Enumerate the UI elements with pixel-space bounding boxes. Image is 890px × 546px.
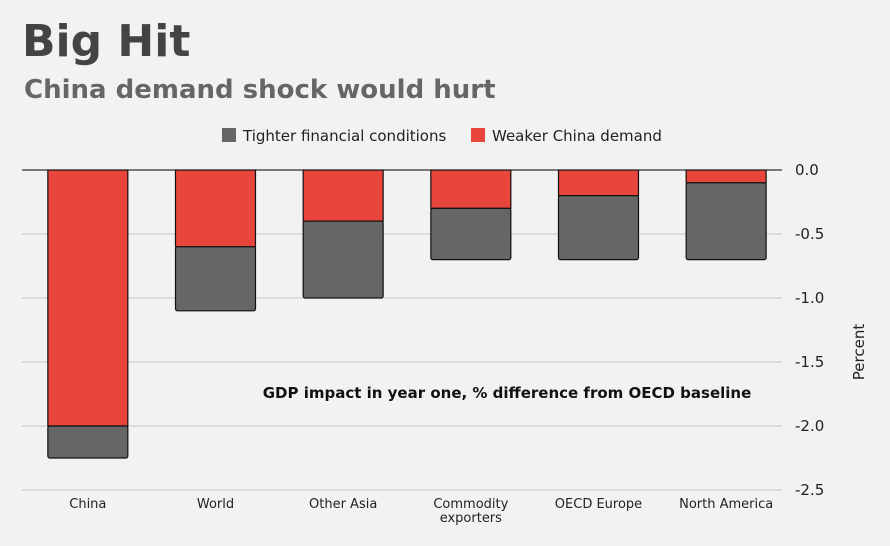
bar-tighter-financial-conditions [685,182,767,261]
x-tick-label: Commodity exporters [433,497,508,526]
legend-swatch [222,128,236,142]
x-tick-label: North America [679,497,773,512]
x-tick-label: China [69,497,106,512]
bar-tighter-financial-conditions [174,246,257,312]
bar-weaker-china-demand [430,169,512,210]
y-axis-label: Percent [850,324,868,381]
chart-annotation: GDP impact in year one, % difference fro… [263,384,752,402]
y-tick-label: -1.0 [795,289,824,307]
legend-label: Tighter financial conditions [242,127,446,145]
bar-weaker-china-demand [557,169,640,197]
y-tick-label: -2.5 [795,481,824,499]
bar-weaker-china-demand [47,169,129,427]
bar-weaker-china-demand [174,169,257,248]
y-tick-label: -2.0 [795,417,824,435]
legend-label: Weaker China demand [492,127,662,145]
bar-tighter-financial-conditions [302,220,384,299]
bar-tighter-financial-conditions [430,207,512,261]
bar-tighter-financial-conditions [557,195,640,261]
x-tick-label: World [197,497,234,512]
y-tick-label: 0.0 [795,161,819,179]
y-tick-label: -0.5 [795,225,824,243]
bar-weaker-china-demand [302,169,384,222]
legend-swatch [471,128,485,142]
x-tick-label: Other Asia [309,497,377,512]
y-tick-label: -1.5 [795,353,824,371]
chart-subtitle: China demand shock would hurt [24,75,496,105]
chart-title: Big Hit [22,16,191,67]
bar-weaker-china-demand [685,169,767,184]
bar-tighter-financial-conditions [47,425,129,459]
x-tick-label: OECD Europe [555,497,642,512]
